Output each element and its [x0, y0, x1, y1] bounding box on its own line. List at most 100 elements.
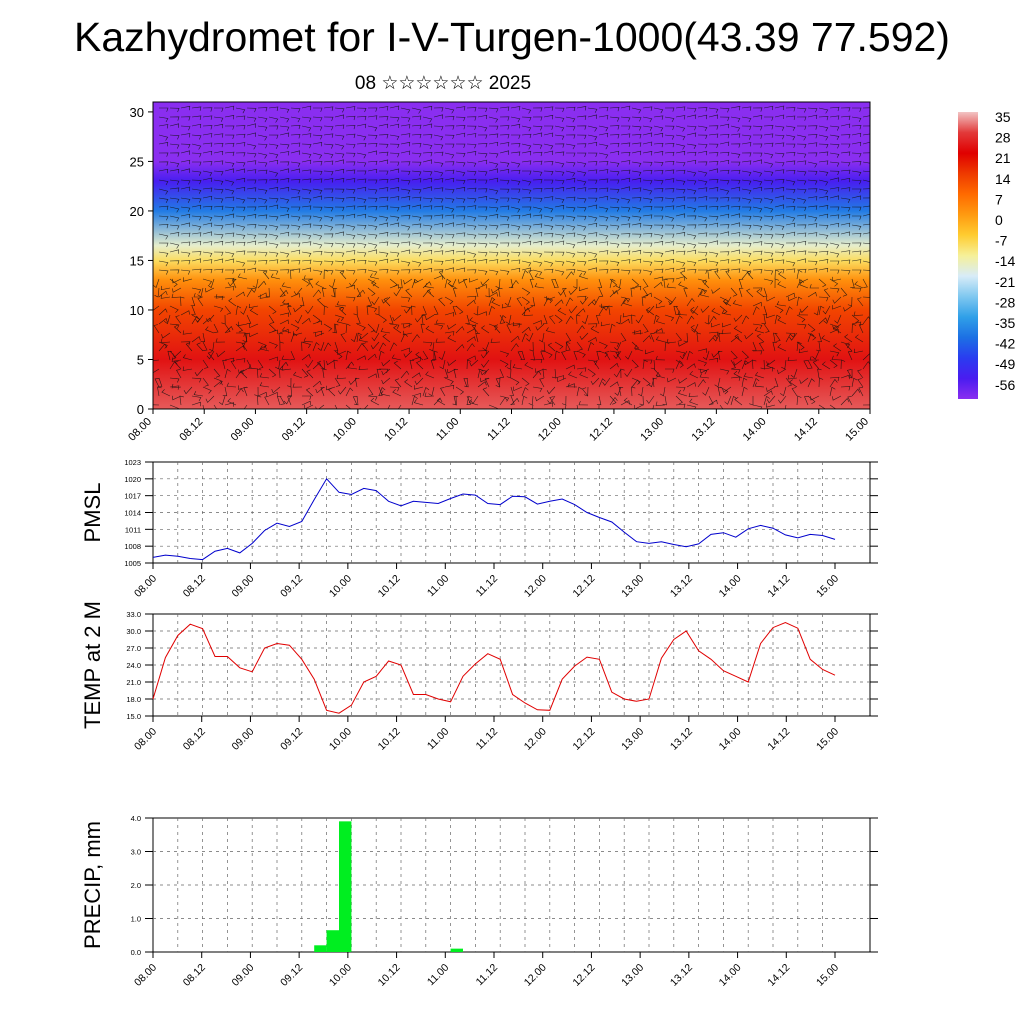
wind-barb [469, 317, 479, 325]
wind-barb [411, 215, 422, 221]
wind-barb [224, 125, 235, 130]
wind-barb [609, 396, 618, 406]
wind-barb [393, 360, 402, 370]
wind-barb [477, 242, 488, 248]
wind-barb [499, 251, 510, 257]
wind-barb [851, 116, 862, 123]
wind-barb [362, 342, 369, 352]
wind-barb [832, 323, 842, 330]
wind-barb [807, 152, 818, 157]
wind-barb [620, 151, 631, 157]
wind-barb [415, 360, 424, 370]
wind-barb [664, 258, 675, 264]
wind-barb [213, 215, 224, 221]
wind-barb [466, 295, 477, 301]
wind-barb [338, 306, 347, 316]
wind-barb [673, 305, 678, 316]
wind-barb [524, 305, 534, 312]
wind-barb [367, 125, 378, 132]
wind-barb [733, 314, 743, 322]
wind-barb [279, 319, 289, 325]
wind-barb [488, 404, 498, 409]
wind-barb [686, 242, 697, 249]
wind-barb [191, 123, 202, 129]
wind-barb [262, 270, 270, 280]
wind-barb [279, 178, 290, 183]
wind-barb [354, 395, 359, 406]
wind-barb [180, 241, 191, 246]
wind-barb [818, 151, 829, 156]
wind-barb [551, 279, 556, 289]
wind-barb [367, 296, 373, 306]
wind-barb [653, 260, 664, 266]
wind-barb [257, 345, 267, 352]
wind-barb [392, 314, 402, 322]
wind-barb [279, 341, 284, 352]
wind-barb [818, 205, 829, 210]
wind-barb [730, 268, 741, 273]
wind-barb [367, 353, 377, 361]
wind-barb [642, 359, 648, 370]
wind-barb [817, 368, 822, 379]
wind-barb [182, 354, 193, 361]
wind-barb [301, 233, 312, 240]
wind-barb [279, 361, 289, 370]
wind-barb [631, 150, 642, 156]
wind-barb [371, 332, 380, 342]
wind-barb [191, 268, 202, 274]
wind-barb [312, 125, 323, 131]
wind-barb [817, 332, 822, 343]
wind-barb [752, 306, 760, 316]
wind-barb [213, 251, 224, 257]
wind-barb [510, 206, 521, 213]
wind-barb [215, 294, 226, 299]
wind-barb [376, 368, 382, 379]
wind-barb [763, 395, 770, 406]
wind-barb [169, 224, 180, 230]
wind-barb [754, 327, 765, 334]
wind-barb [581, 387, 589, 397]
wind-barb [499, 259, 510, 264]
wind-barb [249, 307, 259, 316]
wind-barb [411, 268, 422, 274]
wind-barb [367, 134, 378, 140]
wind-barb [730, 116, 741, 123]
wind-barb [543, 297, 552, 307]
wind-barb [301, 400, 311, 406]
wind-barb [213, 188, 224, 194]
wind-barb [405, 288, 413, 298]
wind-barb [403, 278, 413, 285]
wind-barb [576, 187, 587, 192]
heatmap-x-tick-label: 09.12 [280, 416, 308, 444]
wind-barb [609, 197, 620, 203]
wind-barb [290, 323, 300, 332]
wind-barb [378, 196, 389, 202]
wind-barb [664, 205, 675, 210]
wind-barb [609, 362, 619, 370]
wind-barb [158, 134, 169, 141]
wind-barb [477, 259, 488, 264]
wind-barb [621, 125, 631, 130]
wind-barb [708, 114, 719, 119]
wind-barb [587, 107, 598, 113]
wind-barb [367, 287, 376, 297]
x-tick-label: 14.12 [765, 573, 792, 600]
wind-barb [532, 160, 543, 166]
wind-barb [699, 291, 710, 298]
wind-barb [169, 260, 180, 265]
wind-barb [279, 289, 289, 298]
wind-barb [279, 231, 290, 237]
wind-barb [510, 251, 521, 257]
wind-barb [191, 251, 202, 256]
wind-barb [532, 187, 543, 193]
heatmap-y-tick-label: 15 [130, 253, 144, 268]
wind-barb [642, 169, 653, 175]
wind-barb [466, 233, 477, 239]
wind-barb [785, 169, 796, 175]
wind-barb [447, 280, 457, 289]
wind-barb [180, 341, 191, 346]
wind-barb [758, 342, 765, 352]
wind-barb [224, 325, 234, 334]
x-tick-label: 13.12 [668, 962, 695, 989]
wind-barb [829, 214, 840, 219]
